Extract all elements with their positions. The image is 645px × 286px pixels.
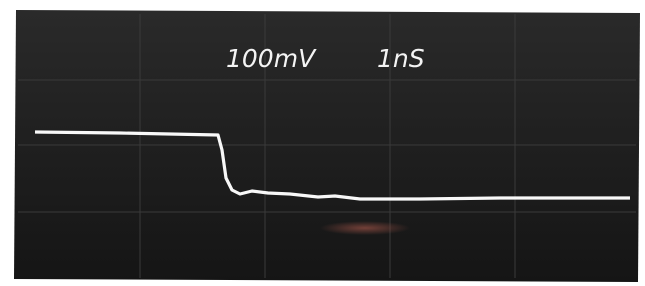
scope-photo: 100mV 1nS (0, 0, 645, 286)
screen-glare (320, 221, 410, 235)
time-label: 1nS (377, 44, 425, 73)
screen (14, 10, 640, 282)
volts-label: 100mV (226, 44, 317, 73)
page: 100mV 1nS (() => { const data = JSON.par… (0, 0, 645, 286)
